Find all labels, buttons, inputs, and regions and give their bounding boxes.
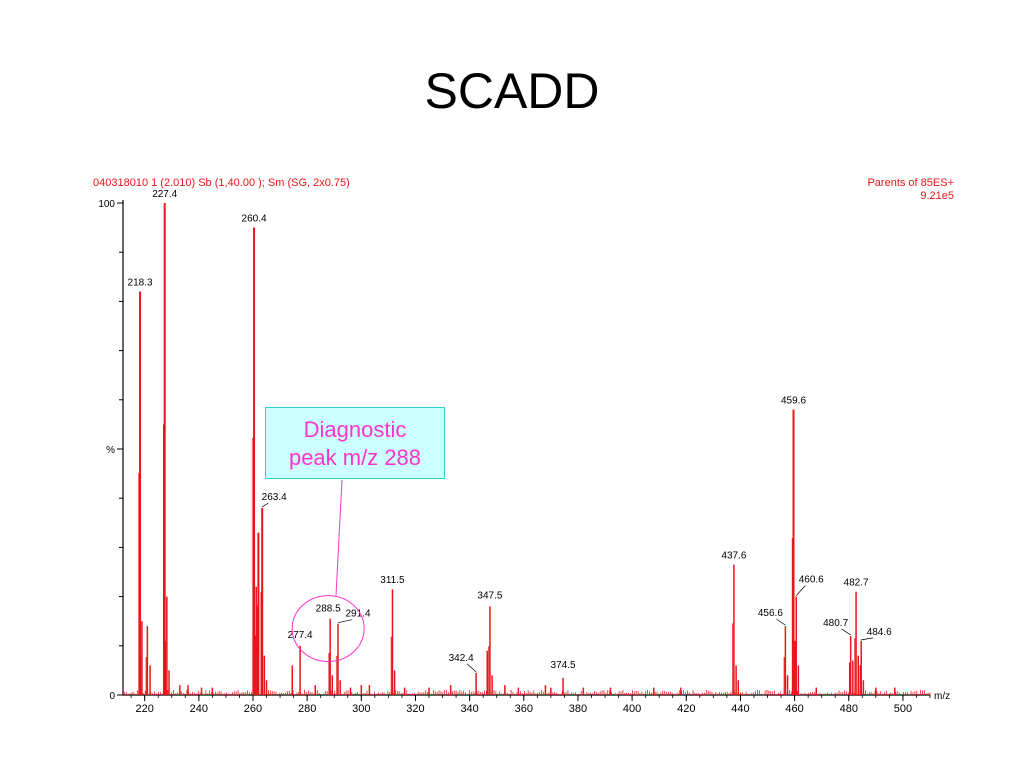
annotation-line-2: peak m/z 288: [288, 445, 422, 470]
annotation-line-1: Diagnostic: [303, 417, 407, 442]
peak-label: 480.7: [823, 618, 848, 629]
x-tick-label: 240: [190, 703, 208, 715]
peak-label: 437.6: [721, 551, 746, 562]
peak-labels: 218.3 227.4 260.4 263.4 277.4 288.5 291.4 311.5…: [128, 189, 892, 673]
peak-label: 291.4: [346, 609, 371, 620]
peak-label-leader: [776, 618, 786, 626]
peak-label-leader: [841, 628, 851, 636]
x-tick-label: 260: [244, 703, 262, 715]
x-tick-label: 420: [677, 703, 695, 715]
diagnostic-annotation-box: Diagnostic peak m/z 288: [265, 407, 445, 479]
peak-label: 277.4: [288, 630, 313, 641]
peak-label: 460.6: [799, 575, 824, 586]
peak-label: 288.5: [316, 604, 341, 615]
annotation-connector: [335, 479, 343, 596]
parents-label: Parents of 85ES+: [867, 177, 954, 189]
peak-label: 459.6: [781, 396, 806, 407]
x-tick-label: 460: [785, 703, 803, 715]
highlight-circle: [291, 595, 365, 663]
y-tick-label-100: 100: [98, 199, 115, 210]
intensity-scale-label: 9.21e5: [920, 190, 954, 202]
x-tick-label: 480: [840, 703, 858, 715]
spectrum-header-left: 040318010 1 (2.010) Sb (1,40.00 ); Sm (S…: [93, 177, 350, 189]
x-tick-label: 320: [406, 703, 424, 715]
chart-axes: 0% 100 220 240 260 280 300 320 340 360 380 400 420 44…: [98, 199, 950, 715]
peak-label: 342.4: [449, 653, 474, 664]
spectrum-peaks: [123, 203, 931, 695]
peak-label: 227.4: [152, 189, 177, 200]
x-tick-label: 340: [460, 703, 478, 715]
y-tick-label-0: 0: [109, 691, 115, 702]
peak-label-leader: [261, 502, 269, 508]
peak-label: 260.4: [242, 214, 267, 225]
peak-label-leader: [337, 619, 353, 624]
peak-label: 484.6: [867, 627, 892, 638]
peak-label: 311.5: [380, 575, 405, 586]
y-axis-percent-label: %: [106, 445, 115, 456]
x-tick-label: 440: [731, 703, 749, 715]
peak-label-leader: [795, 585, 806, 596]
slide-title: SCADD: [424, 63, 600, 119]
peak-label: 482.7: [844, 578, 869, 589]
peak-label: 456.6: [758, 608, 783, 619]
peak-label-leader: [466, 663, 477, 673]
peak-label: 374.5: [551, 660, 576, 671]
peak-label: 263.4: [262, 492, 287, 503]
peak-label: 347.5: [477, 590, 502, 601]
x-axis-label: m/z: [934, 691, 950, 702]
x-tick-label: 400: [623, 703, 641, 715]
peak-label-leader: [861, 637, 874, 641]
annotation-overlay: [291, 479, 365, 663]
x-tick-label: 380: [569, 703, 587, 715]
x-tick-label: 300: [352, 703, 370, 715]
x-tick-label: 280: [298, 703, 316, 715]
peak-label: 218.3: [128, 278, 153, 289]
x-tick-label: 360: [515, 703, 533, 715]
spectrum-header-right: Parents of 85ES+ 9.21e5: [867, 177, 954, 203]
x-tick-label: 220: [135, 703, 153, 715]
x-tick-label: 500: [894, 703, 912, 715]
